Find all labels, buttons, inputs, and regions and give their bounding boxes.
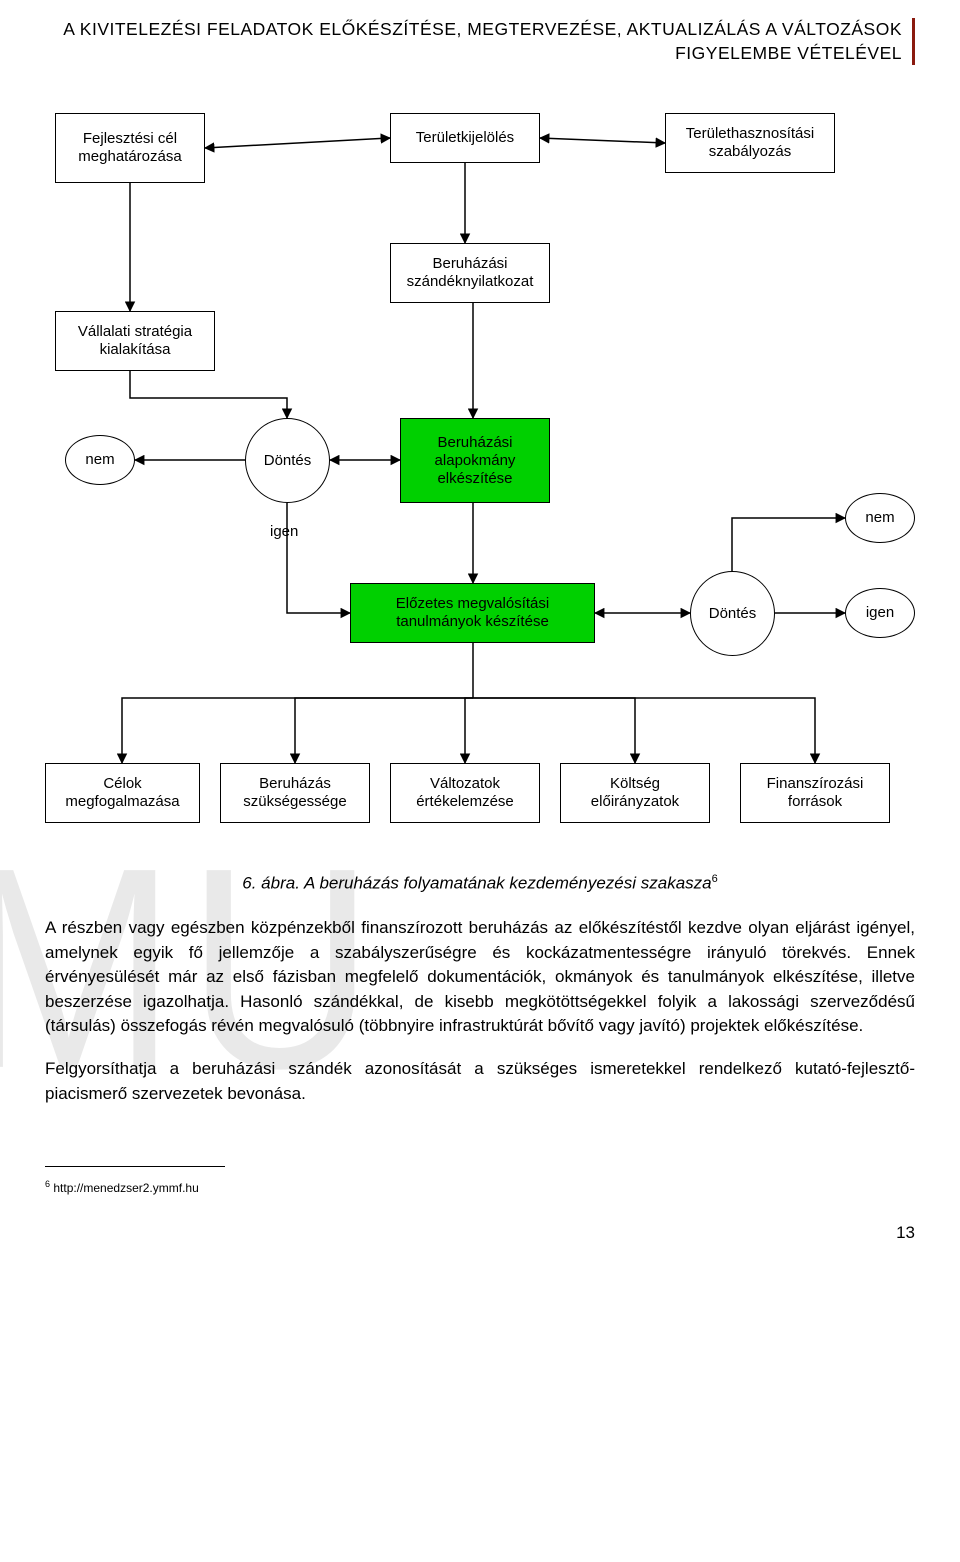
- caption-prefix: 6. ábra.: [242, 874, 304, 893]
- header-line2: FIGYELEMBE VÉTELÉVEL: [675, 43, 902, 63]
- flow-node-n4: Beruházási szándéknyilatkozat: [390, 243, 550, 303]
- paragraph-2: Felgyorsíthatja a beruházási szándék azo…: [45, 1057, 915, 1106]
- flow-edge: [205, 138, 390, 148]
- flow-edge: [540, 138, 665, 143]
- flowchart-diagram: Fejlesztési cél meghatározása Területkije…: [45, 93, 915, 863]
- flow-edge: [295, 698, 473, 763]
- flow-node-n7: Döntés: [245, 418, 330, 503]
- flow-node-n8: Beruházási alapokmány elkészítése: [400, 418, 550, 503]
- footnote: 6 http://menedzser2.ymmf.hu: [45, 1179, 915, 1195]
- flow-edge: [122, 698, 473, 763]
- flow-edge: [465, 698, 473, 763]
- flow-node-n11: Döntés: [690, 571, 775, 656]
- flow-edge: [473, 698, 635, 763]
- flow-node-n9: nem: [845, 493, 915, 543]
- flow-node-n12: igen: [845, 588, 915, 638]
- footnote-rule: [45, 1166, 225, 1167]
- page-header: A KIVITELEZÉSI FELADATOK ELŐKÉSZÍTÉSE, M…: [45, 18, 915, 65]
- flow-node-n14: Beruházás szükségessége: [220, 763, 370, 823]
- header-line1: A KIVITELEZÉSI FELADATOK ELŐKÉSZÍTÉSE, M…: [63, 19, 902, 39]
- flow-node-n16: Költség előirányzatok: [560, 763, 710, 823]
- flow-node-n5: Vállalati stratégia kialakítása: [55, 311, 215, 371]
- flow-node-n1: Fejlesztési cél meghatározása: [55, 113, 205, 183]
- flow-edge: [130, 371, 287, 418]
- flow-edge: [732, 518, 845, 571]
- flow-node-n10: Előzetes megvalósítási tanulmányok készí…: [350, 583, 595, 643]
- footnote-text: http://menedzser2.ymmf.hu: [53, 1181, 198, 1195]
- flow-node-n15: Változatok értékelemzése: [390, 763, 540, 823]
- flow-node-n3: Területhasznosítási szabályozás: [665, 113, 835, 173]
- flow-label-l1: igen: [270, 523, 298, 540]
- page-number: 13: [45, 1223, 915, 1243]
- flow-node-n13: Célok megfogalmazása: [45, 763, 200, 823]
- caption-text: A beruházás folyamatának kezdeményezési …: [304, 874, 712, 893]
- caption-ref: 6: [712, 873, 718, 885]
- flow-node-n17: Finanszírozási források: [740, 763, 890, 823]
- footnote-ref: 6: [45, 1179, 50, 1189]
- figure-caption: 6. ábra. A beruházás folyamatának kezdem…: [45, 873, 915, 894]
- flow-node-n6: nem: [65, 435, 135, 485]
- paragraph-1: A részben vagy egészben közpénzekből fin…: [45, 916, 915, 1039]
- flow-edge: [287, 503, 350, 613]
- flow-node-n2: Területkijelölés: [390, 113, 540, 163]
- flow-edge: [473, 698, 815, 763]
